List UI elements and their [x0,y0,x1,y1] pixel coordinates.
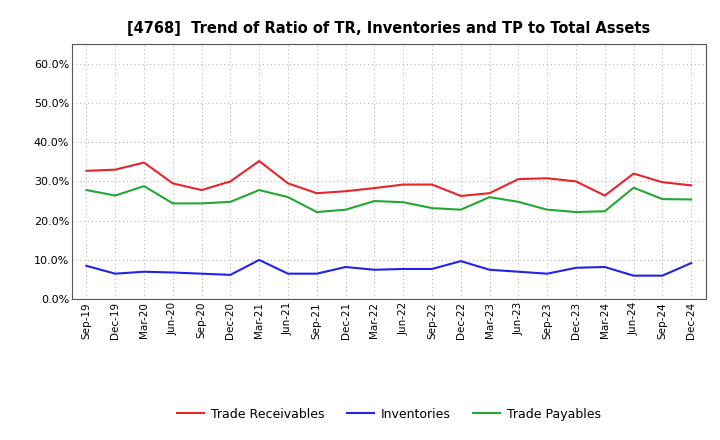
Trade Payables [226,199,235,205]
Trade Receivables [629,171,638,176]
Trade Receivables [485,191,494,196]
Trade Payables [456,207,465,213]
Trade Payables [168,201,177,206]
Inventories [111,271,120,276]
Trade Payables [255,187,264,193]
Inventories [687,260,696,266]
Trade Receivables [312,191,321,196]
Trade Payables [687,197,696,202]
Title: [4768]  Trend of Ratio of TR, Inventories and TP to Total Assets: [4768] Trend of Ratio of TR, Inventories… [127,21,650,36]
Trade Payables [284,194,292,200]
Trade Receivables [226,179,235,184]
Trade Payables [399,200,408,205]
Inventories [543,271,552,276]
Trade Payables [82,187,91,193]
Inventories [341,264,350,270]
Trade Payables [341,207,350,213]
Trade Payables [428,205,436,211]
Trade Payables [140,183,148,189]
Inventories [428,266,436,271]
Inventories [168,270,177,275]
Trade Payables [514,199,523,205]
Inventories [255,257,264,263]
Trade Receivables [687,183,696,188]
Inventories [197,271,206,276]
Trade Payables [312,209,321,215]
Inventories [572,265,580,271]
Inventories [658,273,667,278]
Trade Receivables [284,181,292,186]
Trade Receivables [428,182,436,187]
Inventories [140,269,148,275]
Inventories [399,266,408,271]
Inventories [485,267,494,272]
Inventories [514,269,523,275]
Trade Receivables [399,182,408,187]
Inventories [456,258,465,264]
Inventories [629,273,638,278]
Trade Payables [600,209,609,214]
Trade Receivables [140,160,148,165]
Line: Trade Payables: Trade Payables [86,186,691,212]
Trade Receivables [658,180,667,185]
Trade Payables [543,207,552,213]
Trade Receivables [514,176,523,182]
Trade Receivables [543,176,552,181]
Line: Trade Receivables: Trade Receivables [86,161,691,196]
Inventories [284,271,292,276]
Inventories [370,267,379,272]
Trade Receivables [168,181,177,186]
Trade Receivables [370,185,379,191]
Trade Payables [111,193,120,198]
Trade Receivables [600,193,609,198]
Trade Receivables [82,168,91,173]
Inventories [600,264,609,270]
Inventories [312,271,321,276]
Inventories [82,263,91,268]
Line: Inventories: Inventories [86,260,691,275]
Trade Payables [629,185,638,191]
Trade Receivables [197,187,206,193]
Trade Receivables [255,158,264,164]
Trade Payables [572,209,580,215]
Trade Receivables [456,193,465,198]
Trade Payables [370,198,379,204]
Trade Payables [485,194,494,200]
Legend: Trade Receivables, Inventories, Trade Payables: Trade Receivables, Inventories, Trade Pa… [172,403,606,425]
Trade Payables [658,196,667,202]
Trade Receivables [111,167,120,172]
Trade Receivables [572,179,580,184]
Trade Payables [197,201,206,206]
Trade Receivables [341,189,350,194]
Inventories [226,272,235,278]
